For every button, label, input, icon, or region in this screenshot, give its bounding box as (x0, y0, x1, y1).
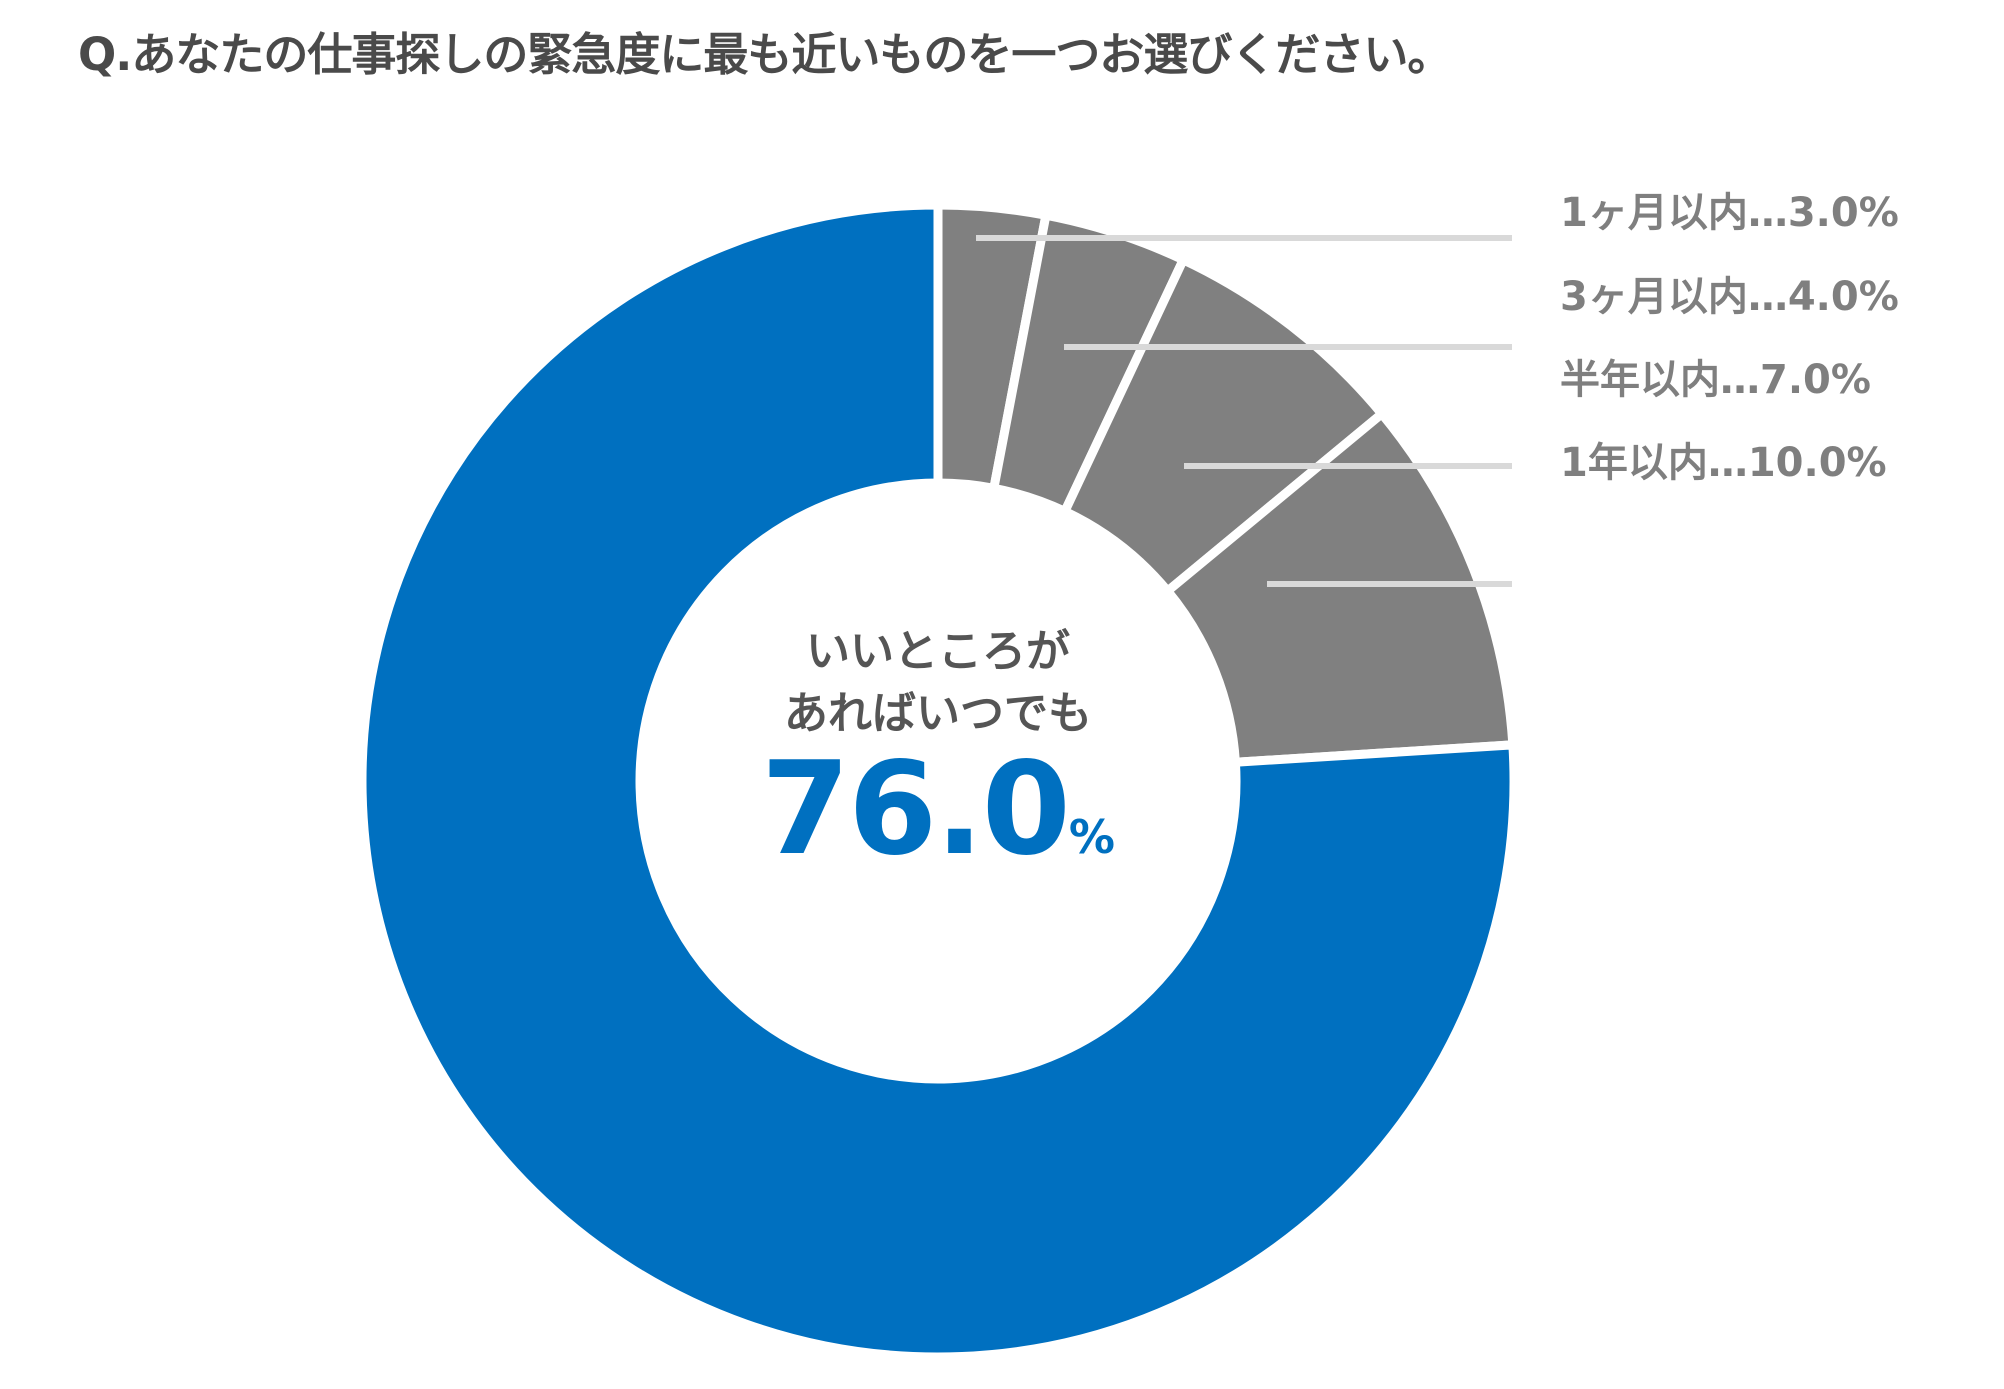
label-3-months: 3ヶ月以内…4.0% (1560, 274, 1899, 320)
center-value-number: 76.0 (761, 735, 1071, 884)
donut-slice-4 (1161, 407, 1518, 768)
chart-title: Q.あなたの仕事探しの緊急度に最も近いものを一つお選びください。 (78, 28, 1452, 81)
center-label-line2: あればいつでも (784, 688, 1092, 739)
center-value: 76.0% (761, 735, 1115, 884)
donut-slice-5 (357, 200, 1519, 1362)
label-1-year: 1年以内…10.0% (1560, 440, 1887, 486)
center-value-unit: % (1068, 810, 1115, 864)
label-half-year: 半年以内…7.0% (1560, 357, 1871, 403)
label-1-month: 1ヶ月以内…3.0% (1560, 190, 1899, 236)
center-label-line1: いいところが (806, 626, 1070, 677)
